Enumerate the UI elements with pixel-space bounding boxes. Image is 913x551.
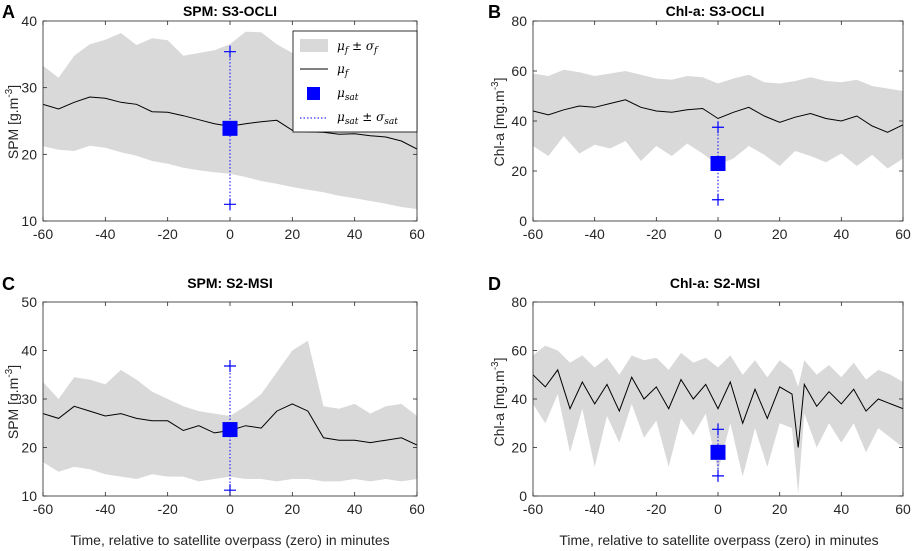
- y-axis-label: SPM [g.m-3]: [4, 85, 21, 159]
- y-tick-label: 40: [21, 343, 37, 359]
- x-tick-label: 40: [347, 226, 363, 242]
- x-tick-label: -40: [585, 226, 605, 242]
- uncertainty-band: [533, 69, 903, 169]
- legend: μf ± σf μf μsat μsat ± σsat: [292, 30, 418, 133]
- y-tick-label: 30: [21, 80, 37, 96]
- y-tick-label: 20: [511, 163, 527, 179]
- y-tick-label: 0: [519, 213, 527, 229]
- sat-mean-marker: [222, 422, 238, 438]
- panel-b: B Chl-a: S3-OCLI Chl-a [mg.m-3] -60 -40 -2…: [488, 2, 911, 242]
- x-tick-label: 20: [285, 501, 301, 517]
- legend-errorbar-label: μsat ± σsat: [337, 110, 398, 127]
- y-tick-label: 10: [21, 213, 37, 229]
- x-tick-label: 60: [409, 226, 425, 242]
- x-tick-label: 40: [347, 501, 363, 517]
- x-tick-label: -20: [646, 226, 666, 242]
- legend-band-swatch: [300, 39, 328, 52]
- chart-title: SPM: S2-MSI: [187, 275, 273, 291]
- x-tick-label: 60: [895, 501, 911, 517]
- mean-line: [533, 99, 903, 133]
- panel-label-c: C: [2, 274, 15, 294]
- y-tick-label: 10: [21, 488, 37, 504]
- x-tick-label: -60: [33, 501, 53, 517]
- sat-upper-plus: [224, 360, 236, 373]
- sat-lower-plus: [712, 193, 724, 206]
- x-tick-label: 0: [226, 501, 234, 517]
- y-tick-label: 60: [511, 343, 527, 359]
- chart-title: SPM: S3-OCLI: [183, 3, 277, 19]
- x-tick-label: -60: [33, 226, 53, 242]
- plot-area: [533, 345, 903, 494]
- x-tick-label: 60: [895, 226, 911, 242]
- panel-label-d: D: [488, 274, 501, 294]
- legend-band-label: μf ± σf: [337, 39, 379, 56]
- y-axis-label: Chl-a [mg.m-3]: [490, 357, 507, 446]
- chart-title: Chl-a: S3-OCLI: [666, 3, 765, 19]
- uncertainty-band: [533, 345, 903, 494]
- x-tick-label: 20: [285, 226, 301, 242]
- plot-area: [533, 69, 903, 169]
- x-tick-label: -40: [95, 501, 115, 517]
- x-tick-label: -40: [585, 501, 605, 517]
- x-axis-label: Time, relative to satellite overpass (ze…: [70, 532, 389, 548]
- x-tick-label: 0: [714, 226, 722, 242]
- x-tick-label: -40: [95, 226, 115, 242]
- sat-mean-marker: [222, 120, 238, 136]
- y-tick-label: 80: [511, 13, 527, 29]
- sat-lower-plus: [712, 469, 724, 482]
- y-tick-label: 0: [519, 488, 527, 504]
- y-tick-label: 80: [511, 294, 527, 310]
- y-tick-label: 30: [21, 391, 37, 407]
- sat-upper-plus: [712, 423, 724, 436]
- x-tick-label: -20: [158, 501, 178, 517]
- panel-label-a: A: [2, 2, 15, 22]
- sat-upper-plus: [224, 45, 236, 58]
- x-tick-label: 40: [834, 501, 850, 517]
- uncertainty-band: [43, 340, 417, 482]
- y-tick-label: 40: [21, 13, 37, 29]
- y-tick-label: 20: [511, 440, 527, 456]
- y-axis-label: Chl-a [mg.m-3]: [490, 77, 507, 166]
- x-tick-label: -60: [523, 501, 543, 517]
- sat-lower-plus: [224, 198, 236, 211]
- chart-title: Chl-a: S2-MSI: [670, 275, 760, 291]
- y-tick-label: 60: [511, 63, 527, 79]
- x-tick-label: -20: [646, 501, 666, 517]
- x-tick-label: 40: [834, 226, 850, 242]
- panel-label-b: B: [488, 2, 501, 22]
- panel-c: C SPM: S2-MSI SPM [g.m-3] -60 -40 -20 0 20 40…: [2, 274, 425, 517]
- y-tick-label: 40: [511, 391, 527, 407]
- y-tick-label: 20: [21, 440, 37, 456]
- mean-line: [533, 368, 903, 448]
- x-tick-label: 0: [226, 226, 234, 242]
- y-tick-label: 50: [21, 294, 37, 310]
- sat-mean-marker: [710, 156, 726, 171]
- x-tick-label: 60: [409, 501, 425, 517]
- sat-mean-marker: [710, 444, 726, 460]
- x-axis-label: Time, relative to satellite overpass (ze…: [559, 532, 878, 548]
- x-tick-label: -60: [523, 226, 543, 242]
- x-tick-label: -20: [158, 226, 178, 242]
- y-axis-label: SPM [g.m-3]: [4, 365, 21, 439]
- x-tick-label: 0: [714, 501, 722, 517]
- y-tick-label: 20: [21, 146, 37, 162]
- x-tick-label: 20: [772, 226, 788, 242]
- legend-marker-swatch: [307, 87, 320, 100]
- sat-upper-plus: [712, 121, 724, 134]
- y-tick-label: 40: [511, 113, 527, 129]
- x-tick-label: 20: [772, 501, 788, 517]
- panel-d: D Chl-a: S2-MSI Chl-a [mg.m-3] -60 -40 -20…: [488, 274, 911, 517]
